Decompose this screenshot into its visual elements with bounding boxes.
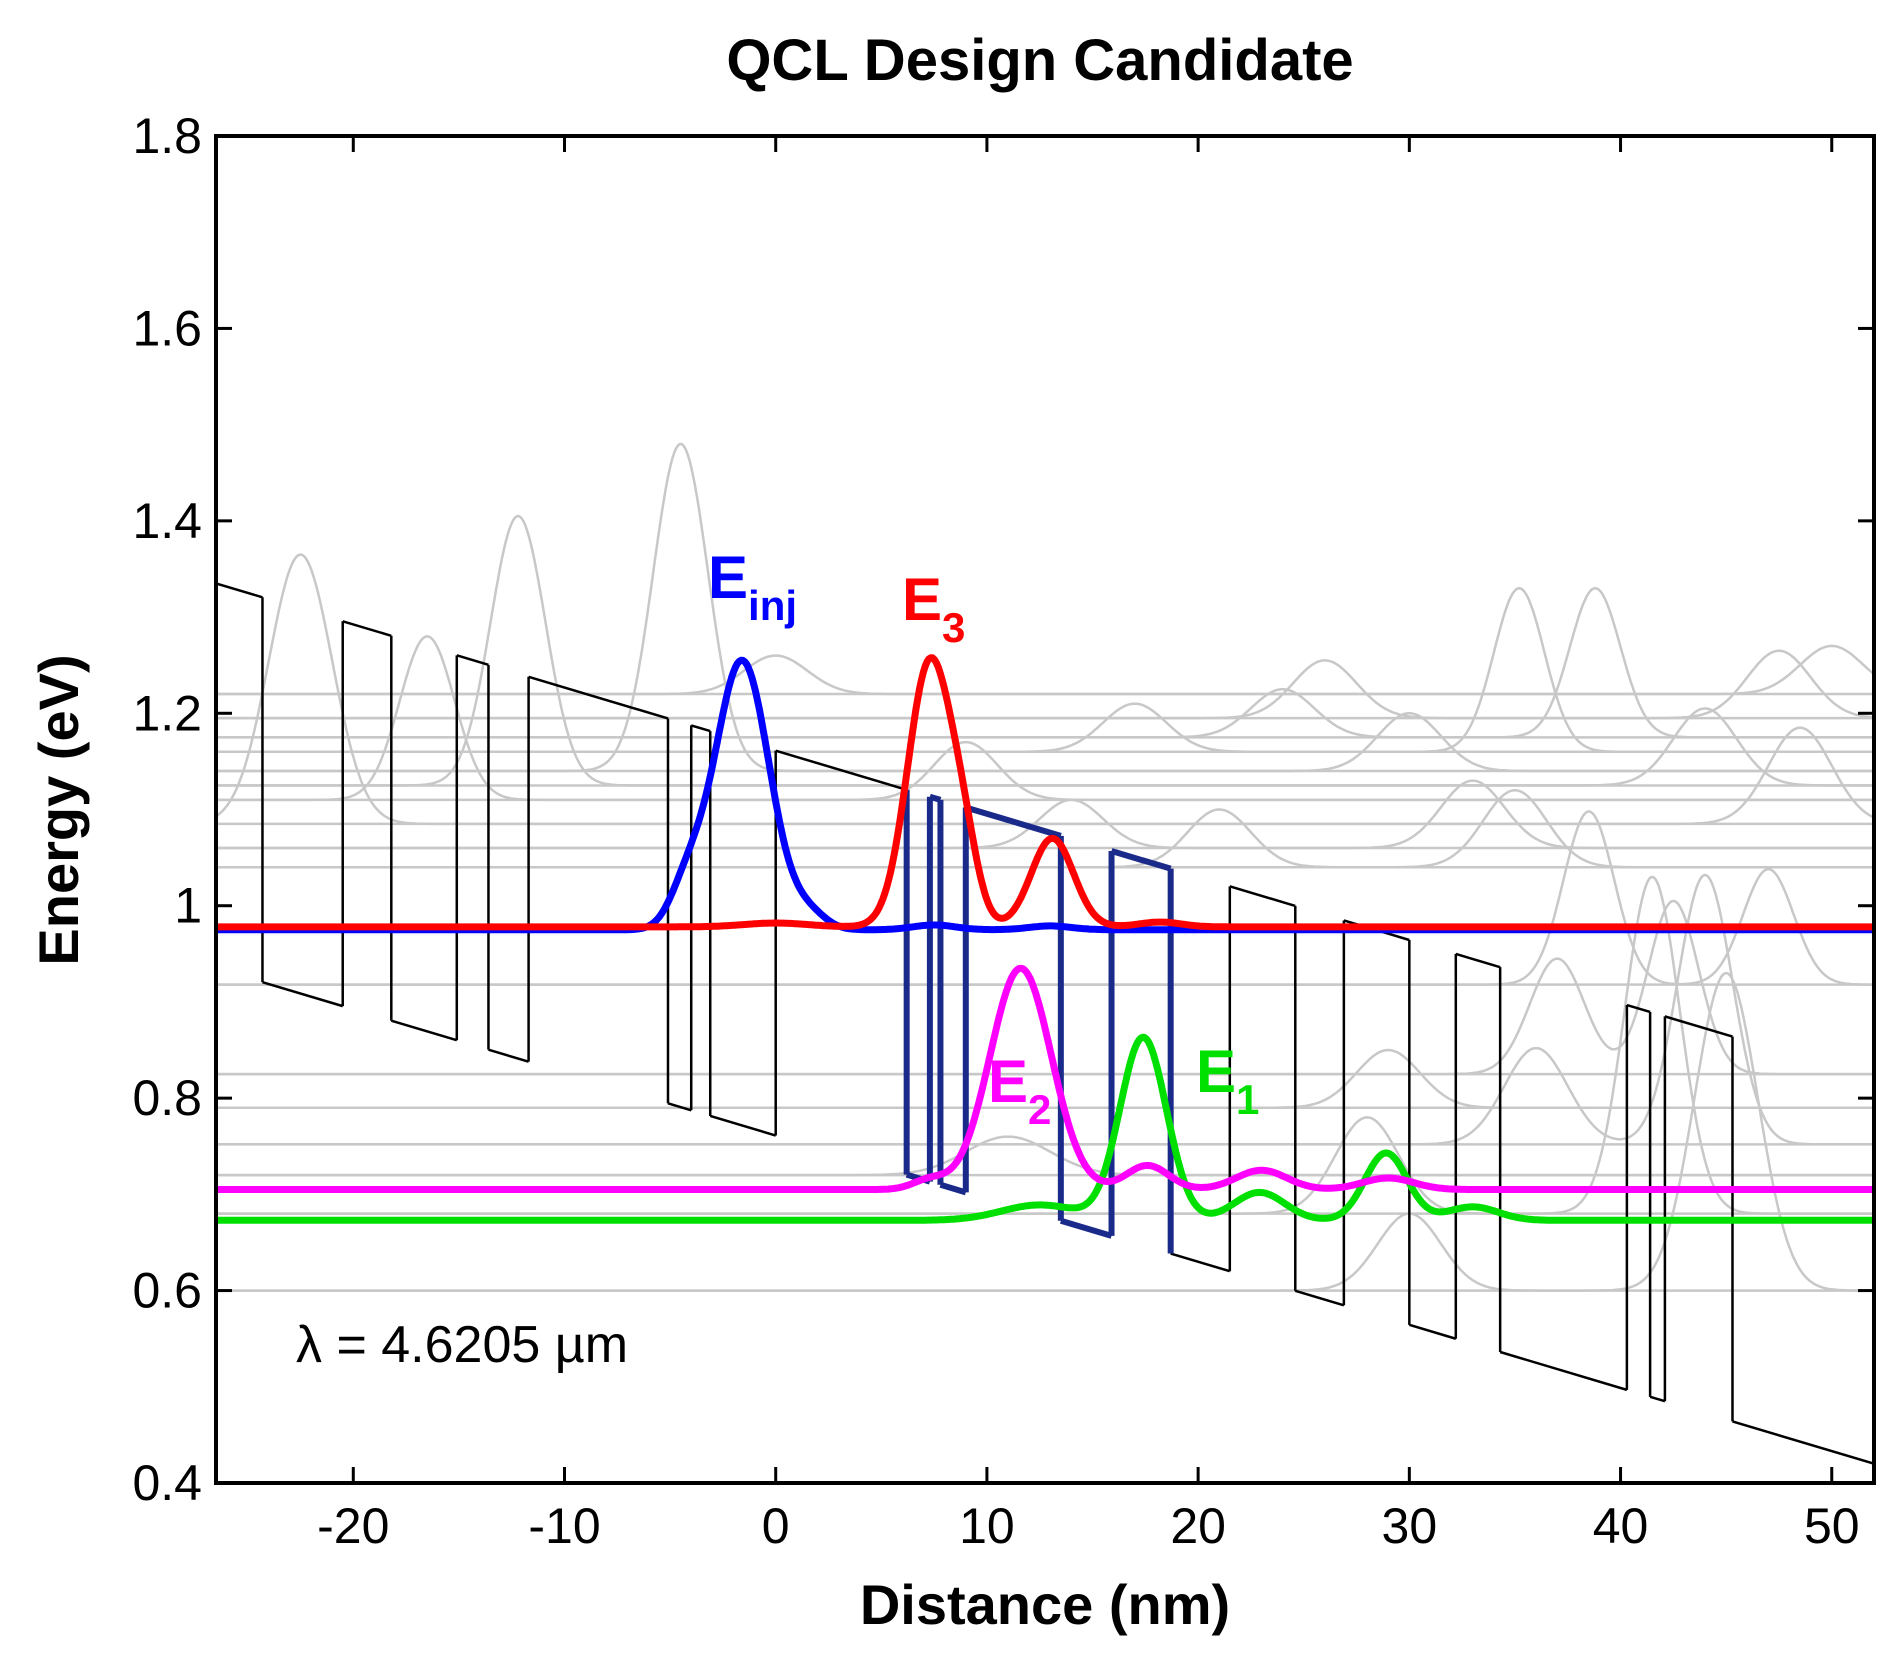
y-axis-label: Energy (eV): [27, 654, 90, 965]
x-tick-label: 50: [1804, 1498, 1860, 1554]
other-state-wavefunction: [216, 779, 1874, 850]
x-tick-label: 30: [1382, 1498, 1438, 1554]
band-segment: [390, 1019, 458, 1042]
y-tick-label: 0.8: [132, 1070, 202, 1126]
label-e1: E1: [1196, 1038, 1259, 1123]
label-e2: E2: [988, 1048, 1051, 1133]
band-segment: [488, 1048, 529, 1063]
label-e3-base: E: [902, 566, 942, 633]
x-tick-label: 10: [959, 1498, 1015, 1554]
x-tick-label: 0: [762, 1498, 790, 1554]
labeled-state-wavefunctions: [216, 654, 1874, 1224]
band-segment: [1626, 1003, 1651, 1014]
band-segment: [775, 749, 908, 791]
other-state-wavefunction: [216, 587, 1874, 739]
label-e1-sub: 1: [1236, 1076, 1259, 1123]
axis-ticks: [216, 134, 1874, 1485]
other-state-wavefunction: [216, 875, 1874, 1215]
label-e3: E3: [902, 566, 965, 651]
other-state-wavefunction: [216, 587, 1874, 754]
conduction-band-profile: [216, 582, 1874, 1465]
label-e2-base: E: [988, 1048, 1028, 1115]
band-segment: [342, 620, 392, 637]
x-tick-label: -10: [528, 1498, 600, 1554]
band-segment: [667, 1102, 692, 1112]
state-labels: Einj E3 E2 E1: [708, 544, 1259, 1133]
label-e2-sub: 2: [1028, 1086, 1051, 1133]
y-tick-label: 1.2: [132, 685, 202, 741]
label-einj-sub: inj: [748, 582, 797, 629]
band-segment: [1732, 1420, 1874, 1465]
y-tick-label: 1.6: [132, 300, 202, 356]
y-tick-label: 0.4: [132, 1455, 202, 1511]
y-tick-labels: 0.4 0.6 0.8 1 1.2 1.4 1.6 1.8: [132, 108, 202, 1511]
chart-title: QCL Design Candidate: [726, 28, 1353, 93]
band-segment: [1229, 885, 1296, 908]
label-einj: Einj: [708, 544, 797, 629]
active-band-segment: [939, 1181, 967, 1196]
band-segment: [262, 980, 344, 1008]
x-tick-label: 40: [1593, 1498, 1649, 1554]
band-segment: [709, 1114, 777, 1137]
band-segment: [216, 582, 263, 599]
other-state-wavefunction: [216, 644, 1874, 696]
active-band-segment: [1110, 848, 1172, 872]
band-segment: [528, 675, 669, 720]
band-segment: [1649, 1395, 1666, 1403]
band-segment: [1455, 952, 1501, 969]
band-segment: [1170, 1252, 1231, 1273]
label-e1-base: E: [1196, 1038, 1236, 1105]
active-band-segment: [964, 804, 1062, 839]
other-state-wavefunction: [216, 514, 1874, 787]
label-einj-base: E: [708, 544, 748, 611]
y-tick-label: 1.8: [132, 108, 202, 164]
x-tick-label: 20: [1170, 1498, 1226, 1554]
other-state-wavefunction: [216, 649, 1874, 720]
plot-frame: [214, 134, 1876, 1485]
wavelength-annotation: λ = 4.6205 µm: [296, 1316, 628, 1374]
y-tick-label: 1: [174, 878, 202, 934]
band-segment: [1294, 1289, 1345, 1307]
label-e3-sub: 3: [942, 604, 965, 651]
other-state-wavefunction: [216, 873, 1874, 1146]
state-e3-wavefunction: [216, 654, 1874, 931]
band-segment: [1499, 1350, 1628, 1392]
other-state-wavefunction: [216, 899, 1874, 1076]
band-segment: [1408, 1323, 1457, 1340]
y-tick-label: 1.4: [132, 493, 202, 549]
other-state-wavefunction: [216, 553, 1874, 826]
other-state-wavefunction: [216, 810, 1874, 986]
y-tick-label: 0.6: [132, 1263, 202, 1319]
plot-area: [216, 442, 1874, 1465]
other-state-wavefunction: [216, 1048, 1874, 1110]
other-state-wavefunction: [216, 442, 1874, 773]
x-tick-labels: -20 -10 0 10 20 30 40 50: [317, 1498, 1859, 1554]
x-axis-label: Distance (nm): [860, 1573, 1230, 1636]
band-segment: [1664, 1015, 1733, 1038]
other-state-wavefunctions: [216, 442, 1874, 1292]
band-segment: [456, 654, 489, 667]
other-state-wavefunction: [216, 635, 1874, 802]
other-state-wavefunction: [216, 1135, 1874, 1177]
state-e2-wavefunction: [216, 964, 1874, 1193]
x-tick-label: -20: [317, 1498, 389, 1554]
state-e1-wavefunction: [216, 1033, 1874, 1224]
band-segment: [690, 724, 711, 733]
other-state-wavefunction: [216, 789, 1874, 869]
active-band-segment: [1059, 1217, 1113, 1239]
other-state-wavefunction: [216, 971, 1874, 1292]
